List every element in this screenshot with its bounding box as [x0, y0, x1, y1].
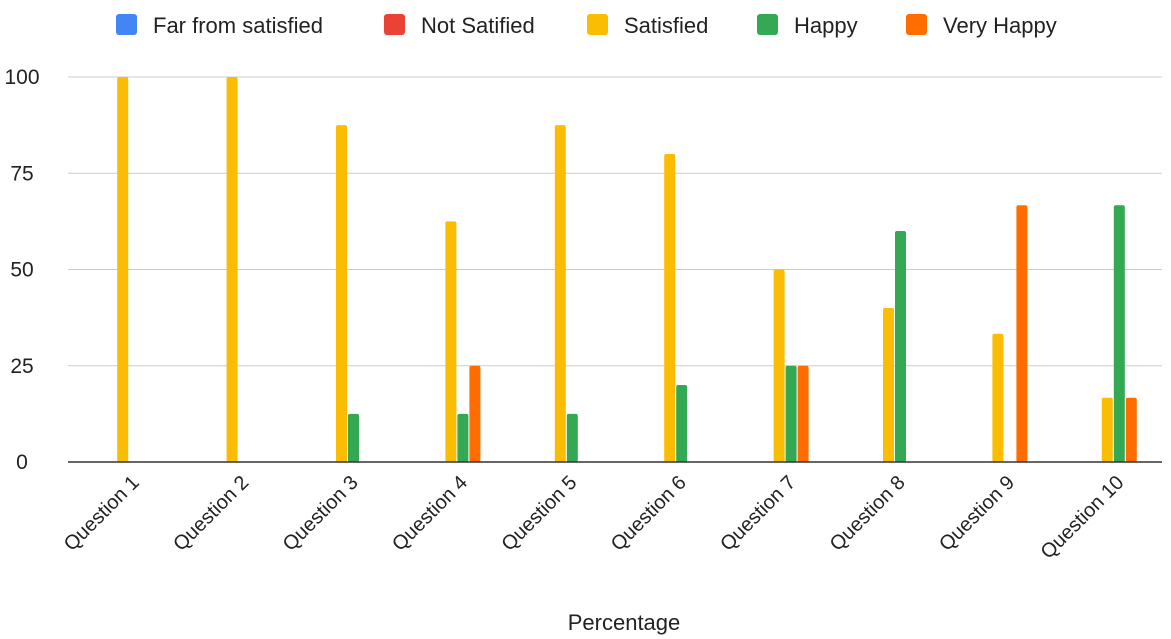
x-tick-label: Question 3: [279, 472, 363, 556]
bar-happy: [895, 231, 906, 462]
bar-very-happy: [797, 365, 809, 462]
legend-label: Satisfied: [624, 13, 708, 38]
legend-item: Not Satified: [384, 13, 535, 38]
bar-very-happy: [1125, 397, 1137, 462]
x-tick-label: Question 7: [716, 472, 800, 556]
y-tick-label: 0: [16, 451, 28, 474]
y-tick-label: 50: [10, 259, 33, 282]
legend-label: Not Satified: [421, 13, 535, 38]
bar-satisfied: [664, 154, 676, 462]
legend: Far from satisfied Not Satified Satisfied H…: [116, 13, 1057, 38]
legend-swatch: [757, 14, 778, 35]
x-tick-label: Question 6: [607, 472, 691, 556]
legend-label: Far from satisfied: [153, 13, 323, 38]
bar-satisfied: [883, 308, 894, 462]
bar-satisfied: [554, 125, 566, 462]
bar-satisfied: [117, 77, 129, 462]
bar-satisfied: [226, 77, 238, 462]
legend-item: Very Happy: [906, 13, 1057, 38]
gridlines: [68, 76, 1162, 367]
bar-happy: [676, 385, 688, 462]
bar-happy: [1113, 205, 1125, 462]
x-axis-title: Percentage: [568, 610, 681, 635]
bar-happy: [785, 365, 797, 462]
legend-label: Happy: [794, 13, 858, 38]
bar-happy: [348, 413, 359, 462]
bar-satisfied: [336, 125, 347, 462]
legend-swatch: [384, 14, 405, 35]
bar-satisfied: [992, 333, 1004, 462]
legend-item: Happy: [757, 13, 858, 38]
legend-swatch: [587, 14, 608, 35]
x-tick-label: Question 1: [60, 472, 144, 556]
x-tick-label: Question 10: [1037, 472, 1129, 564]
y-tick-label: 100: [4, 66, 39, 89]
x-tick-label: Question 9: [935, 472, 1019, 556]
legend-item: Satisfied: [587, 13, 708, 38]
bar-satisfied: [445, 221, 457, 462]
legend-swatch: [906, 14, 927, 35]
legend-item: Far from satisfied: [116, 13, 323, 38]
bar-very-happy: [1016, 205, 1028, 462]
axes: 0 25 50 75 100 Question 1 Question 2 Question 3…: [4, 66, 1162, 563]
x-tick-label: Question 4: [388, 472, 472, 556]
bar-satisfied: [1101, 397, 1113, 462]
y-tick-label: 75: [10, 162, 33, 185]
bars: [117, 77, 1137, 462]
bar-satisfied: [773, 269, 785, 462]
x-tick-label: Question 5: [497, 472, 581, 556]
bar-happy: [457, 413, 469, 462]
bar-very-happy: [469, 365, 481, 462]
bar-happy: [566, 413, 578, 462]
x-tick-label: Question 8: [826, 472, 910, 556]
legend-swatch: [116, 14, 137, 35]
legend-label: Very Happy: [943, 13, 1057, 38]
y-tick-label: 25: [10, 355, 33, 378]
x-tick-label: Question 2: [169, 472, 253, 556]
